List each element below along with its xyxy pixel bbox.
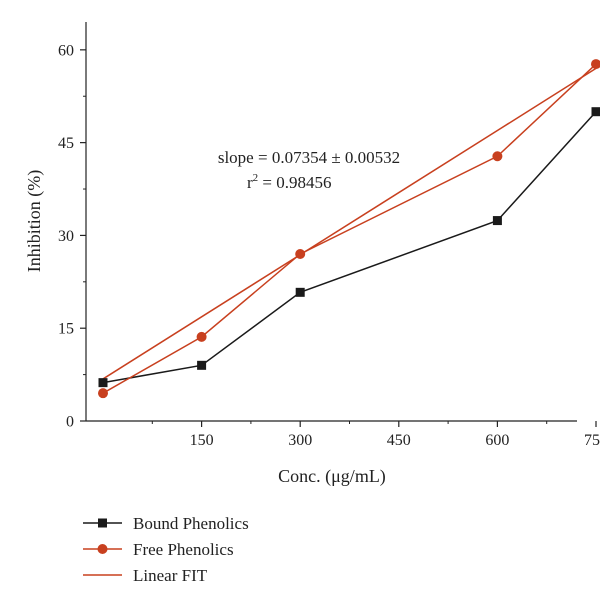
y-axis-ticks: 0 15 30 45 60 [58,42,86,431]
slope-annotation: slope = 0.07354 ± 0.00532 [218,148,400,167]
x-tick-label: 150 [190,432,214,449]
data-point [492,151,503,162]
legend-item-linear-fit: Linear FIT [83,566,208,585]
r-squared-superscript: 2 [253,172,259,184]
legend-label: Free Phenolics [133,540,234,559]
x-axis-ticks: 150 300 450 600 750 [151,421,600,449]
data-point [492,216,502,226]
data-point [295,248,306,259]
data-point [295,287,305,297]
series-layer [98,59,600,399]
data-point [591,59,600,70]
legend-square-marker [98,518,107,528]
x-tick-label: 750 [584,432,600,449]
r-squared-annotation: r2 = 0.98456 [247,172,332,192]
x-axis-title: Conc. (μg/mL) [278,466,386,487]
legend-label: Linear FIT [133,566,208,585]
x-tick-label: 300 [288,432,312,449]
data-point [591,107,600,117]
y-axis-title: Inhibition (%) [24,170,45,272]
y-tick-label: 15 [58,321,74,338]
legend: Bound Phenolics Free Phenolics Linear FIT [83,514,249,585]
linear-fit-series [102,67,597,380]
free-phenolics-series [98,59,600,399]
legend-label: Bound Phenolics [133,514,249,533]
axes [85,22,577,422]
y-tick-label: 60 [58,42,74,59]
legend-item-free-phenolics: Free Phenolics [83,540,234,559]
x-tick-label: 600 [485,432,509,449]
data-point [98,388,108,399]
y-tick-label: 30 [58,228,74,245]
data-point [98,378,108,388]
legend-circle-marker [97,544,108,554]
legend-item-bound-phenolics: Bound Phenolics [83,514,249,533]
r-squared-symbol: r [247,173,253,192]
r-squared-value: = 0.98456 [258,173,331,192]
x-tick-label: 450 [387,432,411,449]
bound-phenolics-series [98,107,600,388]
linear-fit-line [102,67,597,380]
data-point [197,360,207,370]
y-tick-label: 0 [66,414,74,431]
data-point [196,331,207,342]
free-phenolics-line [102,63,597,394]
y-tick-label: 45 [58,135,74,152]
